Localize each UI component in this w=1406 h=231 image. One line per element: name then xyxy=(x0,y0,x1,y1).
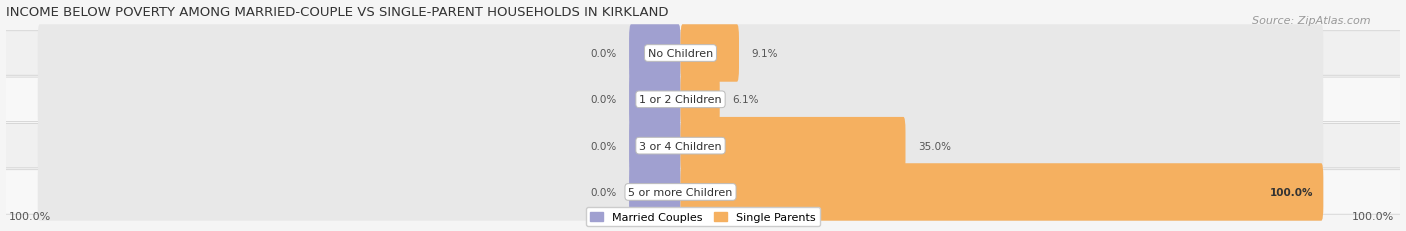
Text: 0.0%: 0.0% xyxy=(591,95,616,105)
FancyBboxPatch shape xyxy=(38,164,681,221)
FancyBboxPatch shape xyxy=(628,164,681,221)
FancyBboxPatch shape xyxy=(628,117,681,175)
Text: 1 or 2 Children: 1 or 2 Children xyxy=(640,95,721,105)
FancyBboxPatch shape xyxy=(681,117,1323,175)
Text: 35.0%: 35.0% xyxy=(918,141,952,151)
Text: 6.1%: 6.1% xyxy=(733,95,759,105)
FancyBboxPatch shape xyxy=(6,170,1406,214)
FancyBboxPatch shape xyxy=(681,117,905,175)
FancyBboxPatch shape xyxy=(628,25,681,82)
Text: 100.0%: 100.0% xyxy=(1270,187,1313,197)
Text: Source: ZipAtlas.com: Source: ZipAtlas.com xyxy=(1253,16,1371,26)
Text: 100.0%: 100.0% xyxy=(8,211,51,221)
FancyBboxPatch shape xyxy=(628,71,681,128)
Legend: Married Couples, Single Parents: Married Couples, Single Parents xyxy=(586,207,820,226)
Text: 0.0%: 0.0% xyxy=(591,141,616,151)
Text: 5 or more Children: 5 or more Children xyxy=(628,187,733,197)
FancyBboxPatch shape xyxy=(681,25,1323,82)
FancyBboxPatch shape xyxy=(681,164,1323,221)
FancyBboxPatch shape xyxy=(681,71,1323,128)
FancyBboxPatch shape xyxy=(6,78,1406,122)
Text: 0.0%: 0.0% xyxy=(591,49,616,59)
FancyBboxPatch shape xyxy=(38,117,681,175)
Text: 100.0%: 100.0% xyxy=(1351,211,1393,221)
Text: INCOME BELOW POVERTY AMONG MARRIED-COUPLE VS SINGLE-PARENT HOUSEHOLDS IN KIRKLAN: INCOME BELOW POVERTY AMONG MARRIED-COUPL… xyxy=(6,6,668,18)
FancyBboxPatch shape xyxy=(6,32,1406,76)
FancyBboxPatch shape xyxy=(681,71,720,128)
Text: 9.1%: 9.1% xyxy=(752,49,779,59)
Text: 3 or 4 Children: 3 or 4 Children xyxy=(640,141,721,151)
FancyBboxPatch shape xyxy=(681,164,1323,221)
FancyBboxPatch shape xyxy=(681,25,740,82)
Text: 0.0%: 0.0% xyxy=(591,187,616,197)
FancyBboxPatch shape xyxy=(6,124,1406,168)
FancyBboxPatch shape xyxy=(38,71,681,128)
Text: No Children: No Children xyxy=(648,49,713,59)
FancyBboxPatch shape xyxy=(38,25,681,82)
